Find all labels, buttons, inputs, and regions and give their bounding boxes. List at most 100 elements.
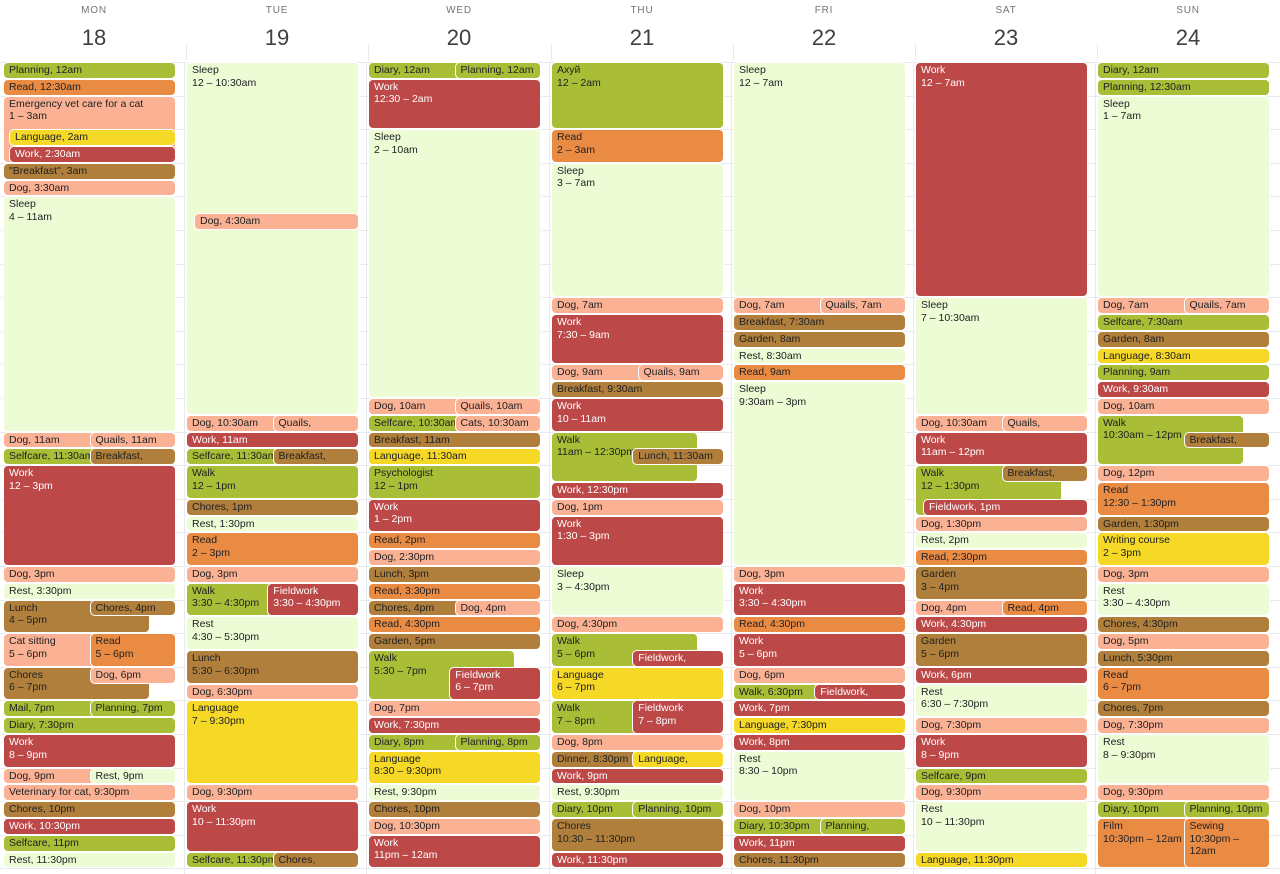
calendar-event[interactable]: Planning8pm [454,734,541,751]
calendar-event[interactable]: Work 12 – 7am [915,62,1088,298]
calendar-event[interactable]: Sleep 9:30am – 3pm [733,381,906,566]
calendar-event[interactable]: Chores4pm [89,599,176,617]
calendar-event[interactable]: Rest 10 – 11:30pm [915,801,1088,852]
calendar-event[interactable]: Rest 8 – 9:30pm [1097,734,1270,785]
calendar-event[interactable]: Read 2 – 3pm [186,532,359,566]
calendar-event[interactable]: Dog4:30pm [551,616,724,634]
calendar-event[interactable]: Quails7am [819,297,906,314]
calendar-event[interactable]: Ахуй 12 – 2am [551,62,724,130]
calendar-event[interactable]: Work 12 – 3pm [3,465,176,566]
calendar-event[interactable]: Dog8pm [551,734,724,751]
day-header-sat[interactable]: SAT 23 [915,0,1097,60]
calendar-event[interactable]: Read 2 – 3am [551,129,724,163]
calendar-event[interactable]: Sleep 4 – 11am [3,196,176,432]
calendar-event[interactable]: Dog9:30pm [186,784,359,802]
calendar-event[interactable]: Quails10am [454,398,541,415]
calendar-event[interactable]: Dog1pm [551,498,724,516]
calendar-event[interactable]: Dog4:30am [194,213,359,230]
calendar-event[interactable]: Work 12:30 – 2am [368,78,541,130]
day-header-thu[interactable]: THU 21 [551,0,733,60]
calendar-event[interactable]: Dog10pm [733,801,906,818]
calendar-event[interactable]: Diary12am [1097,62,1270,79]
calendar-event[interactable]: Read 6 – 7pm [1097,666,1270,701]
calendar-event[interactable]: Veterinary for cat9:30pm [3,784,176,802]
calendar-event[interactable]: Rest9pm [89,767,176,785]
calendar-event[interactable]: Dog9:30pm [1097,784,1270,802]
calendar-event[interactable]: Dog7:30pm [1097,717,1270,734]
calendar-event[interactable]: Dog3:30am [3,179,176,197]
calendar-event[interactable]: Garden 3 – 4pm [915,566,1088,600]
calendar-event[interactable]: Work 7:30 – 9am [551,314,724,365]
calendar-event[interactable]: Work9:30am [1097,381,1270,398]
calendar-event[interactable]: Sleep 2 – 10am [368,129,541,398]
calendar-event[interactable]: Work 5 – 6pm [733,633,906,667]
day-date-number[interactable]: 23 [993,25,1019,50]
calendar-event[interactable]: Read4pm [1001,599,1088,617]
calendar-event[interactable]: Chores11:30pm [733,851,906,869]
calendar-event[interactable]: Chores11:30pm [272,851,359,869]
calendar-event[interactable]: Read2pm [368,532,541,550]
calendar-event[interactable]: Cats10:30am [454,414,541,432]
calendar-event[interactable]: Breakfast11am [1183,431,1270,449]
calendar-event[interactable]: Planning10pm [632,801,724,818]
calendar-event[interactable]: Sleep 3 – 4:30pm [551,566,724,617]
calendar-event[interactable]: Fieldwork 3:30 – 4:30pm [267,582,359,617]
calendar-event[interactable]: Work4:30pm [915,616,1088,634]
calendar-event[interactable]: Selfcare7:30am [1097,314,1270,331]
calendar-event[interactable]: Breakfast11:30am [89,448,176,466]
calendar-event[interactable]: Read 5 – 6pm [89,633,176,667]
calendar-event[interactable]: Lunch3pm [368,566,541,583]
calendar-event[interactable]: Dog7pm [368,700,541,718]
calendar-event[interactable]: Dog7:30pm [915,717,1088,734]
calendar-event[interactable]: Garden1:30pm [1097,515,1270,533]
calendar-event[interactable]: Sleep 12 – 10:30am [186,62,359,415]
calendar-event[interactable]: Writing course 2 – 3pm [1097,532,1270,566]
calendar-event[interactable]: Fieldwork5:30pm [632,650,724,667]
calendar-event[interactable]: Breakfast12pm [1001,465,1088,482]
calendar-event[interactable]: Breakfast7:30am [733,314,906,331]
calendar-event[interactable]: Sleep 3 – 7am [551,162,724,298]
calendar-event[interactable]: Rest 6:30 – 7:30pm [915,683,1088,718]
day-header-mon[interactable]: MON 18 [3,0,185,60]
calendar-event[interactable]: Language11:30am [368,448,541,466]
calendar-event[interactable]: Quails11am [89,431,176,449]
calendar-event[interactable]: Dog6pm [89,666,176,684]
calendar-event[interactable]: Language11:30pm [915,851,1088,869]
calendar-event[interactable]: Garden8am [1097,330,1270,348]
calendar-event[interactable]: Dog6:30pm [186,683,359,701]
calendar-event[interactable]: Read 12:30 – 1:30pm [1097,482,1270,516]
calendar-event[interactable]: Quails9am [637,364,724,382]
calendar-event[interactable]: Language2am [9,129,176,146]
calendar-event[interactable]: Rest11:30pm [3,851,176,869]
day-header-wed[interactable]: WED 20 [368,0,550,60]
calendar-event[interactable]: Work 11am – 12pm [915,431,1088,466]
calendar-event[interactable]: Breakfast11am [368,431,541,449]
calendar-event[interactable]: Quails7am [1183,297,1270,314]
calendar-event[interactable]: Planning7pm [89,700,176,718]
calendar-event[interactable]: Rest9:30pm [551,784,724,802]
calendar-event[interactable]: Dog7am [551,297,724,314]
calendar-event[interactable]: Work 11pm – 12am [368,834,541,869]
calendar-event[interactable]: Language 8:30 – 9:30pm [368,750,541,785]
day-header-sun[interactable]: SUN 24 [1097,0,1279,60]
calendar-event[interactable]: Walk 12 – 1pm [186,465,359,499]
calendar-event[interactable]: Chores 6 – 7pm [3,666,151,701]
calendar-event[interactable]: Work 8 – 9pm [3,734,176,768]
calendar-event[interactable]: Garden8am [733,330,906,348]
calendar-event[interactable]: Garden5pm [368,633,541,650]
day-header-tue[interactable]: TUE 19 [186,0,368,60]
calendar-event[interactable]: Lunch 5:30 – 6:30pm [186,650,359,684]
